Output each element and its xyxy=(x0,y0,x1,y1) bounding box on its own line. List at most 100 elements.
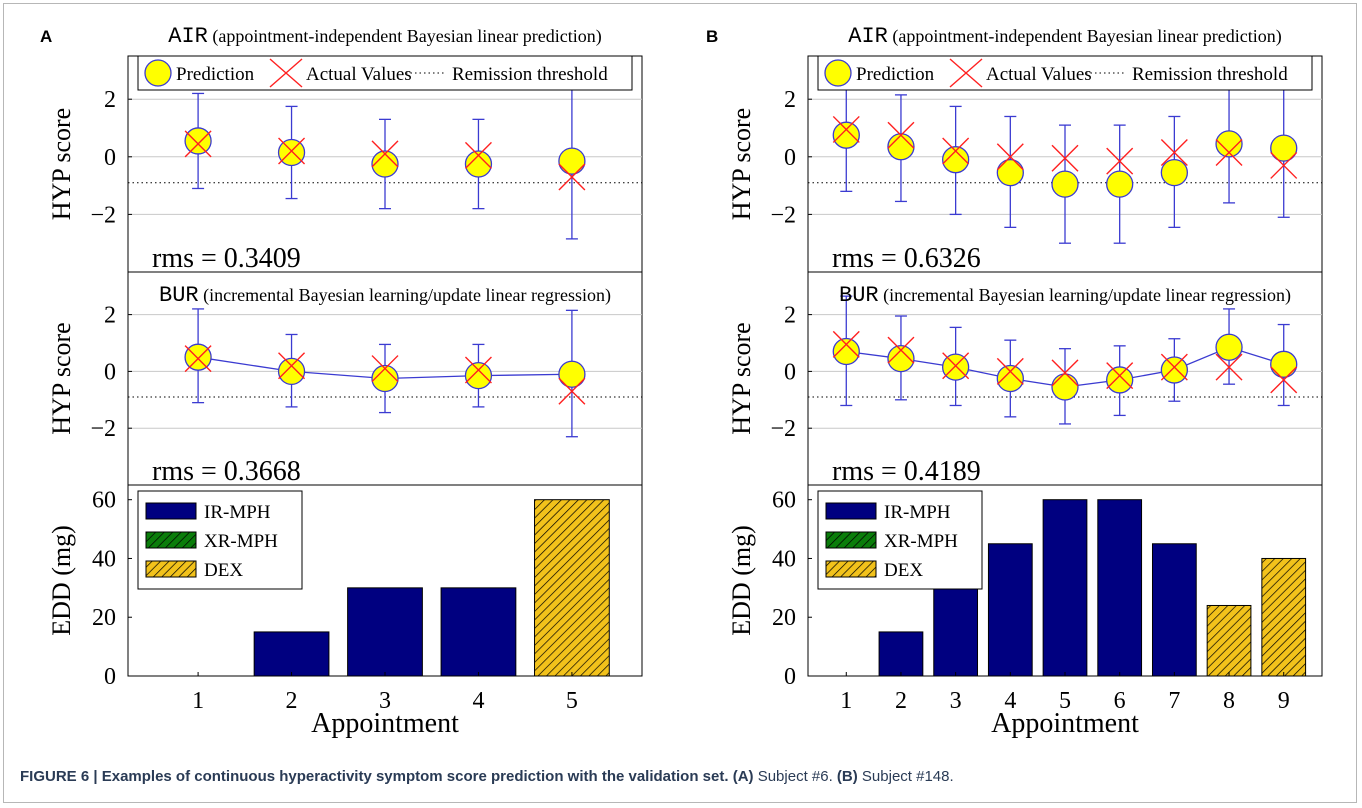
bur-prediction-marker xyxy=(887,344,915,373)
edd-bar xyxy=(1042,499,1088,677)
edd-bar xyxy=(1097,499,1143,677)
edd-ytick-label: 0 xyxy=(104,664,116,690)
air-actual-marker xyxy=(832,115,860,143)
edd-bar xyxy=(347,587,423,677)
air-ylabel: HYP score xyxy=(727,108,756,220)
bur-ylabel: HYP score xyxy=(47,322,76,434)
edd-bar xyxy=(1151,543,1197,677)
edd-legend-label: XR-MPH xyxy=(884,531,958,552)
bur-prediction-marker xyxy=(371,364,399,393)
bur-prediction-marker xyxy=(1160,356,1189,384)
actual-marker-stroke xyxy=(1106,147,1134,175)
air-prediction-marker xyxy=(558,147,586,175)
xtick-label: 5 xyxy=(566,688,578,714)
edd-legend-label: DEX xyxy=(884,560,923,581)
bur-prediction-marker xyxy=(941,353,970,381)
actual-marker-stroke xyxy=(1270,151,1298,179)
edd-bar xyxy=(987,543,1033,677)
edd-legend-swatch xyxy=(145,560,197,578)
air-ytick-label: 2 xyxy=(784,87,796,113)
edd-ytick-label: 40 xyxy=(92,546,116,572)
figure-caption: FIGURE 6 | Examples of continuous hypera… xyxy=(20,768,1340,785)
score-legend: Prediction Actual Values Remission thresho… xyxy=(817,55,1313,91)
legend-prediction-marker xyxy=(824,59,852,87)
edd-legend-swatch xyxy=(825,502,877,520)
actual-marker-stroke xyxy=(832,115,860,143)
bur-prediction-marker xyxy=(277,357,306,386)
edd-legend: IR-MPH XR-MPH DEX xyxy=(817,490,983,590)
air-ytick-label: 0 xyxy=(784,145,796,171)
air-actual-marker xyxy=(558,163,586,191)
edd-bar xyxy=(933,587,979,677)
air-ytick-label: −2 xyxy=(90,202,116,228)
air-ylabel: HYP score xyxy=(47,108,76,220)
bur-actual-marker xyxy=(278,352,306,380)
air-prediction-marker xyxy=(277,138,306,167)
bur-prediction-marker xyxy=(1215,333,1243,361)
bur-prediction-marker xyxy=(1051,373,1079,401)
air-actual-marker xyxy=(1215,138,1243,166)
xtick-label: 6 xyxy=(1114,688,1126,714)
air-prediction-marker xyxy=(1051,170,1079,198)
air-prediction-marker xyxy=(941,146,970,174)
xtick-label: 9 xyxy=(1278,688,1290,714)
actual-marker-stroke xyxy=(942,352,970,380)
edd-bar xyxy=(878,631,924,677)
bur-actual-marker xyxy=(942,352,970,380)
air-actual-marker xyxy=(464,141,492,169)
legend-actual-marker xyxy=(949,58,983,88)
bur-ytick-label: 2 xyxy=(104,303,116,329)
legend-actual-marker xyxy=(269,58,303,88)
xtick-label: 3 xyxy=(950,688,962,714)
bur-title: BUR (incremental Bayesian learning/updat… xyxy=(839,283,1291,308)
xtick-label: 2 xyxy=(895,688,907,714)
air-prediction-marker xyxy=(1160,158,1189,187)
bur-actual-marker xyxy=(1160,353,1188,381)
edd-legend-label: XR-MPH xyxy=(204,531,278,552)
actual-marker-stroke xyxy=(184,130,212,158)
edd-bar xyxy=(1206,604,1252,677)
air-actual-marker xyxy=(371,140,399,168)
air-prediction-marker xyxy=(1215,130,1243,158)
actual-marker-stroke xyxy=(1106,362,1134,390)
actual-marker-stroke xyxy=(371,140,399,168)
actual-marker-stroke xyxy=(1215,138,1243,166)
edd-bar xyxy=(253,631,330,677)
actual-marker-stroke xyxy=(371,355,399,383)
bur-prediction-marker xyxy=(558,360,586,388)
edd-bar xyxy=(1261,557,1307,677)
air-actual-marker xyxy=(1106,147,1134,175)
panel-letter: B xyxy=(706,27,718,46)
score-legend: Prediction Actual Values Remission thresho… xyxy=(137,55,633,91)
edd-legend-swatch xyxy=(145,502,197,520)
air-actual-marker xyxy=(1160,138,1188,166)
bur-actual-marker xyxy=(558,377,586,405)
air-ytick-label: 2 xyxy=(104,87,116,113)
bur-actual-marker xyxy=(1270,366,1298,394)
edd-legend-label: DEX xyxy=(204,560,243,581)
bur-actual-marker xyxy=(371,355,399,383)
air-ytick-label: −2 xyxy=(770,202,796,228)
legend-prediction-label: Prediction xyxy=(856,64,935,85)
actual-marker-stroke xyxy=(1160,353,1188,381)
bur-ytick-label: 2 xyxy=(784,303,796,329)
bur-title-code: BUR xyxy=(839,283,879,308)
air-prediction-marker xyxy=(996,158,1024,187)
edd-ytick-label: 40 xyxy=(772,546,796,572)
actual-marker-stroke xyxy=(278,352,306,380)
air-actual-marker xyxy=(1270,151,1298,179)
air-title-text: (appointment-independent Bayesian linear… xyxy=(208,26,602,47)
air-actual-marker xyxy=(278,137,306,165)
actual-marker-stroke xyxy=(887,121,915,149)
actual-marker-stroke xyxy=(942,137,970,165)
edd-ytick-label: 60 xyxy=(772,488,796,514)
panel-a: A AIR (appointment-independent Bayesian l… xyxy=(40,24,643,739)
bur-rms-label: rms = 0.4189 xyxy=(832,456,981,487)
xtick-label: 1 xyxy=(840,688,852,714)
bur-ytick-label: −2 xyxy=(770,416,796,442)
bur-actual-marker xyxy=(464,356,492,384)
bur-prediction-marker xyxy=(1106,366,1134,394)
bur-prediction-marker xyxy=(184,343,212,371)
actual-marker-stroke xyxy=(1215,353,1243,381)
xtick-label: 2 xyxy=(286,688,298,714)
